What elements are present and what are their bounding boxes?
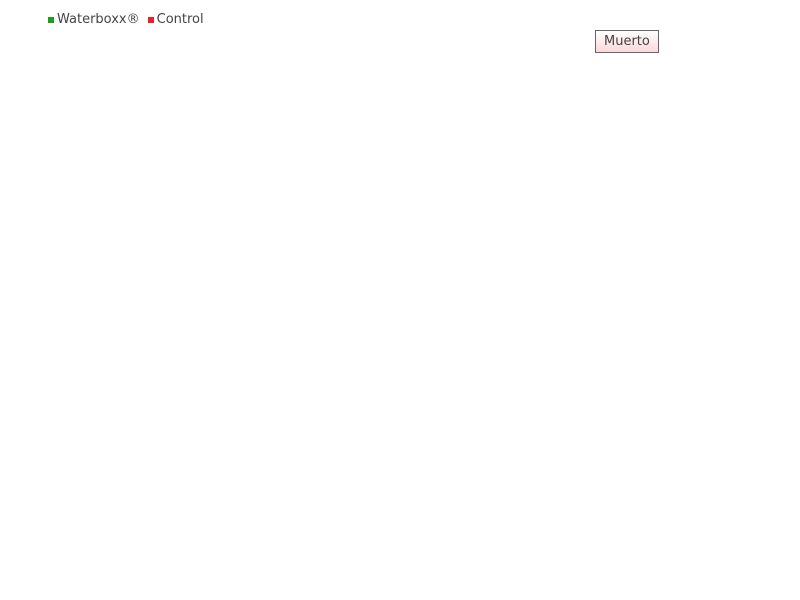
y-tick-label: 36 [39, 108, 56, 123]
data-point [414, 269, 426, 281]
data-point [311, 306, 323, 318]
data-point [519, 60, 527, 69]
y-tick-label: 26 [39, 232, 56, 247]
y-tick-label: 34 [39, 133, 56, 148]
y-tick-label: 24 [39, 257, 56, 272]
y-tick-label: 14 [39, 381, 56, 396]
annotation-marker [622, 61, 630, 69]
y-tick-label: 28 [39, 207, 56, 222]
series-line-1 [110, 64, 729, 561]
y-axis-label: Crecimiento (cm) [27, 244, 42, 357]
tooltip-muerto: Muerto [595, 29, 659, 53]
y-tick-label: 30 [39, 183, 56, 198]
y-tick-label: 6 [48, 480, 56, 495]
series-line-0 [109, 112, 729, 561]
y-tick-label: 32 [39, 158, 56, 173]
legend-item-control[interactable]: Control [147, 12, 204, 27]
x-tick-label: 7 [725, 563, 733, 578]
data-point [107, 556, 115, 564]
legend: Waterboxx® Control [48, 12, 204, 27]
y-tick-label: 10 [39, 430, 56, 445]
data-point [210, 456, 218, 465]
data-point [620, 108, 632, 120]
x-tick-label: 2 [210, 563, 218, 578]
y-tick-label: 22 [39, 282, 56, 297]
data-point [723, 108, 735, 120]
x-axis-label: Monitoreo [387, 575, 452, 590]
y-tick-label: 12 [39, 405, 56, 420]
y-tick-label: 16 [39, 356, 56, 371]
y-tick-label: 0 [48, 554, 56, 569]
y-tick-label: 42 [39, 34, 56, 49]
y-tick-label: 8 [48, 455, 56, 470]
data-point [105, 554, 117, 566]
data-point [517, 269, 529, 281]
y-tick-label: 18 [39, 331, 56, 346]
x-tick-label: 6 [622, 563, 630, 578]
legend-swatch-icon [48, 16, 54, 23]
x-tick-label: 5 [519, 563, 527, 578]
y-tick-label: 38 [39, 84, 56, 99]
data-point [622, 60, 630, 69]
data-point [725, 60, 733, 69]
y-tick-label: 20 [39, 306, 56, 321]
data-point [416, 234, 424, 243]
x-tick-label: 4 [416, 563, 424, 578]
legend-item-waterboxx[interactable]: Waterboxx® [48, 12, 140, 27]
legend-swatch-icon [147, 16, 154, 23]
y-tick-label: 4 [48, 504, 56, 519]
y-tick-label: 2 [48, 529, 56, 544]
data-point [208, 430, 220, 442]
y-tick-label: 40 [39, 59, 56, 74]
x-tick-label: 3 [313, 563, 321, 578]
x-tick-label: 1 [107, 563, 115, 578]
data-point [313, 395, 321, 404]
